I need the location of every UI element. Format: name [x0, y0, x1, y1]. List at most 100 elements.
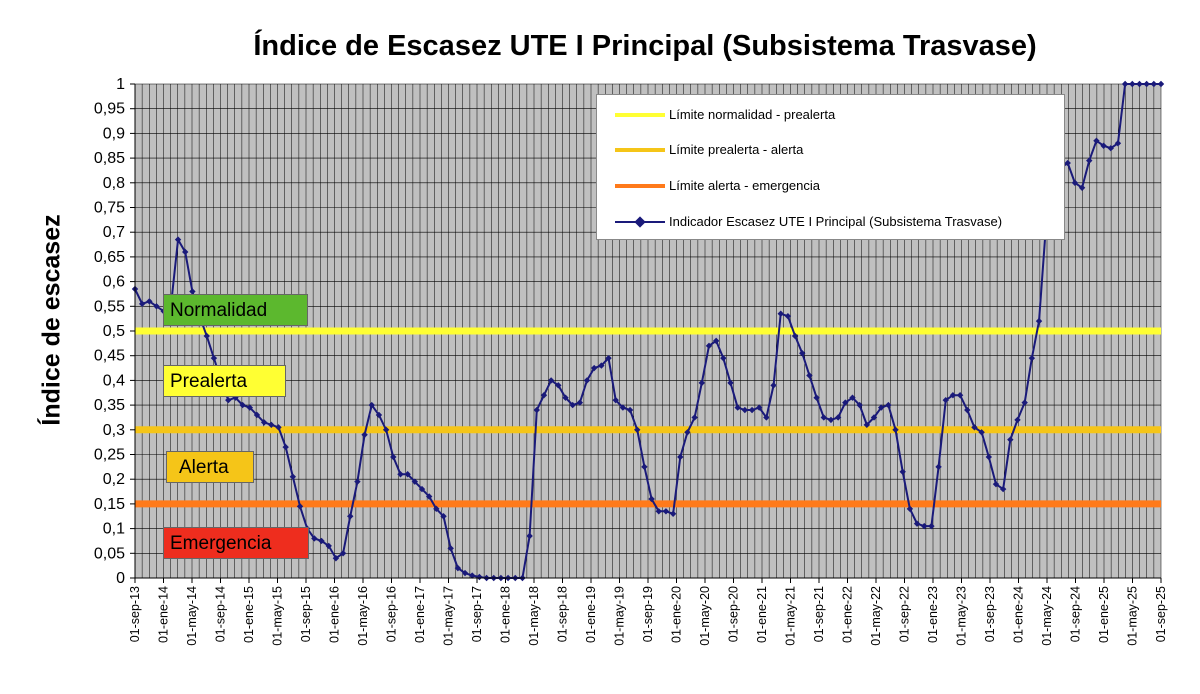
data-point	[1078, 184, 1086, 191]
data-point	[526, 532, 533, 540]
data-point	[770, 382, 777, 389]
x-tick-label: 01-may-15	[271, 586, 285, 646]
data-point	[1107, 145, 1114, 152]
data-point	[956, 392, 964, 399]
data-point	[741, 406, 749, 414]
x-tick-label: 01-sep-18	[556, 586, 570, 642]
data-point	[662, 508, 670, 515]
legend-swatch	[615, 148, 665, 152]
data-point	[763, 414, 770, 421]
y-tick-label: 0,25	[94, 447, 125, 464]
x-tick-label: 01-sep-16	[385, 586, 399, 642]
legend-label: Límite normalidad - prealerta	[669, 107, 836, 122]
data-point	[648, 495, 655, 503]
data-point	[999, 485, 1007, 493]
data-point	[203, 332, 210, 340]
data-point	[605, 354, 612, 362]
y-tick-label: 0,45	[94, 348, 125, 365]
data-point	[425, 493, 433, 500]
x-tick-label: 01-ene-17	[413, 586, 427, 643]
data-point	[375, 411, 383, 419]
data-point	[705, 342, 713, 350]
zone-label-normalidad: Normalidad	[163, 294, 308, 326]
data-point	[734, 404, 741, 411]
chart-title: Índice de Escasez UTE I Principal (Subsi…	[253, 30, 1037, 62]
data-point	[562, 394, 569, 401]
data-point	[655, 508, 662, 515]
x-tick-label: 01-may-16	[356, 586, 370, 646]
data-point	[634, 426, 641, 433]
data-point	[641, 463, 648, 471]
legend-item-alerta: Límite alerta - emergencia	[615, 176, 820, 196]
data-point	[720, 354, 727, 362]
data-point	[1121, 80, 1129, 88]
data-point	[791, 332, 799, 340]
data-point	[461, 569, 469, 577]
x-tick-label: 01-sep-24	[1069, 586, 1083, 642]
y-tick-label: 0,05	[94, 545, 125, 562]
data-point	[311, 535, 318, 542]
x-tick-label: 01-ene-16	[328, 586, 342, 643]
data-point	[382, 426, 390, 433]
y-tick-label: 0,95	[94, 101, 125, 118]
data-point	[978, 429, 985, 436]
data-point	[992, 480, 1000, 488]
data-point	[806, 372, 813, 379]
legend-swatch	[615, 113, 665, 117]
data-point	[332, 555, 340, 562]
zone-label-prealerta: Prealerta	[163, 365, 286, 397]
data-point	[569, 401, 576, 409]
data-point	[885, 401, 892, 409]
data-point	[1035, 317, 1043, 325]
x-tick-label: 01-sep-22	[898, 586, 912, 642]
data-point	[397, 471, 404, 478]
zone-label-alerta: Alerta	[166, 451, 254, 483]
data-point	[1086, 157, 1093, 164]
y-axis-ticks: 0 0,05 0,1 0,15 0,2 0,25 0,3 0,35 0,4 0,45 0,5 0,55…	[94, 76, 135, 587]
data-point	[253, 411, 261, 419]
data-point	[268, 421, 275, 429]
data-point	[913, 520, 921, 527]
y-tick-label: 0,5	[103, 323, 125, 340]
data-point	[1157, 80, 1165, 88]
data-point	[949, 392, 957, 399]
data-point	[691, 414, 698, 421]
data-point	[547, 377, 555, 384]
x-tick-label: 01-may-14	[185, 586, 199, 646]
x-tick-label: 01-sep-15	[299, 586, 313, 642]
y-tick-label: 0,8	[103, 175, 125, 192]
y-tick-label: 0,1	[103, 521, 125, 538]
data-point	[225, 396, 232, 404]
data-point	[985, 453, 993, 461]
data-point	[576, 399, 584, 406]
y-tick-label: 0,55	[94, 298, 125, 315]
data-point	[555, 382, 562, 389]
data-point	[260, 419, 268, 426]
x-tick-label: 01-ene-14	[157, 586, 171, 643]
x-tick-label: 01-sep-13	[128, 586, 142, 642]
data-point	[971, 424, 978, 431]
legend: Límite normalidad - prealerta Límite pre…	[596, 94, 1065, 240]
data-point	[182, 248, 189, 256]
data-point	[390, 453, 397, 461]
data-point	[289, 473, 297, 480]
data-point	[942, 396, 949, 404]
data-point	[454, 564, 462, 572]
data-point	[138, 300, 146, 308]
data-point	[935, 463, 942, 471]
y-tick-label: 0,15	[94, 496, 125, 513]
x-tick-label: 01-ene-25	[1097, 586, 1111, 643]
data-point	[318, 537, 325, 545]
series-line	[134, 83, 1161, 579]
data-point	[469, 572, 476, 579]
x-tick-label: 01-ene-18	[499, 586, 513, 643]
legend-label: Límite alerta - emergencia	[669, 178, 821, 193]
y-tick-label: 0,75	[94, 200, 125, 217]
data-point	[590, 364, 598, 372]
legend-swatch	[615, 184, 665, 188]
data-point	[799, 350, 806, 357]
data-point	[433, 505, 440, 513]
data-point	[906, 505, 914, 513]
data-point	[842, 399, 849, 406]
data-point	[856, 401, 863, 409]
